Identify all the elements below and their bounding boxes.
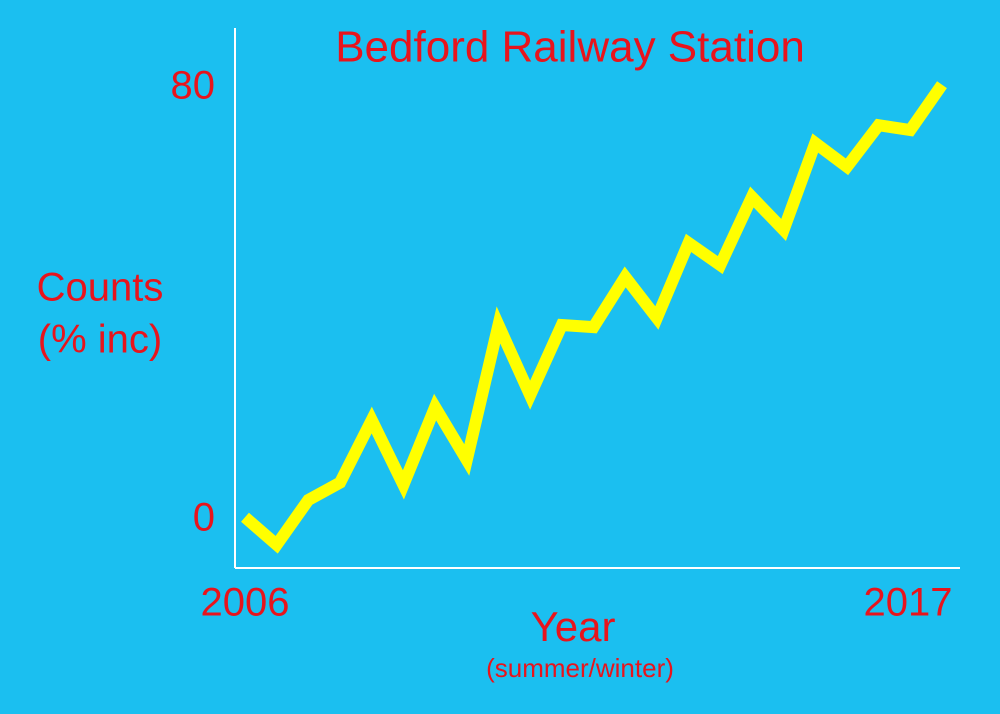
x-axis-note: (summer/winter): [486, 653, 674, 683]
y-axis-label: (% inc): [38, 318, 162, 362]
y-tick-label: 0: [193, 496, 215, 540]
data-line: [241, 81, 947, 554]
chart-title: Bedford Railway Station: [335, 23, 805, 72]
x-tick-label: 2006: [201, 581, 290, 625]
y-axis-label: Counts: [37, 266, 164, 310]
y-tick-label: 80: [171, 64, 216, 108]
x-axis-label: Year: [531, 603, 616, 650]
x-tick-label: 2017: [864, 581, 953, 625]
